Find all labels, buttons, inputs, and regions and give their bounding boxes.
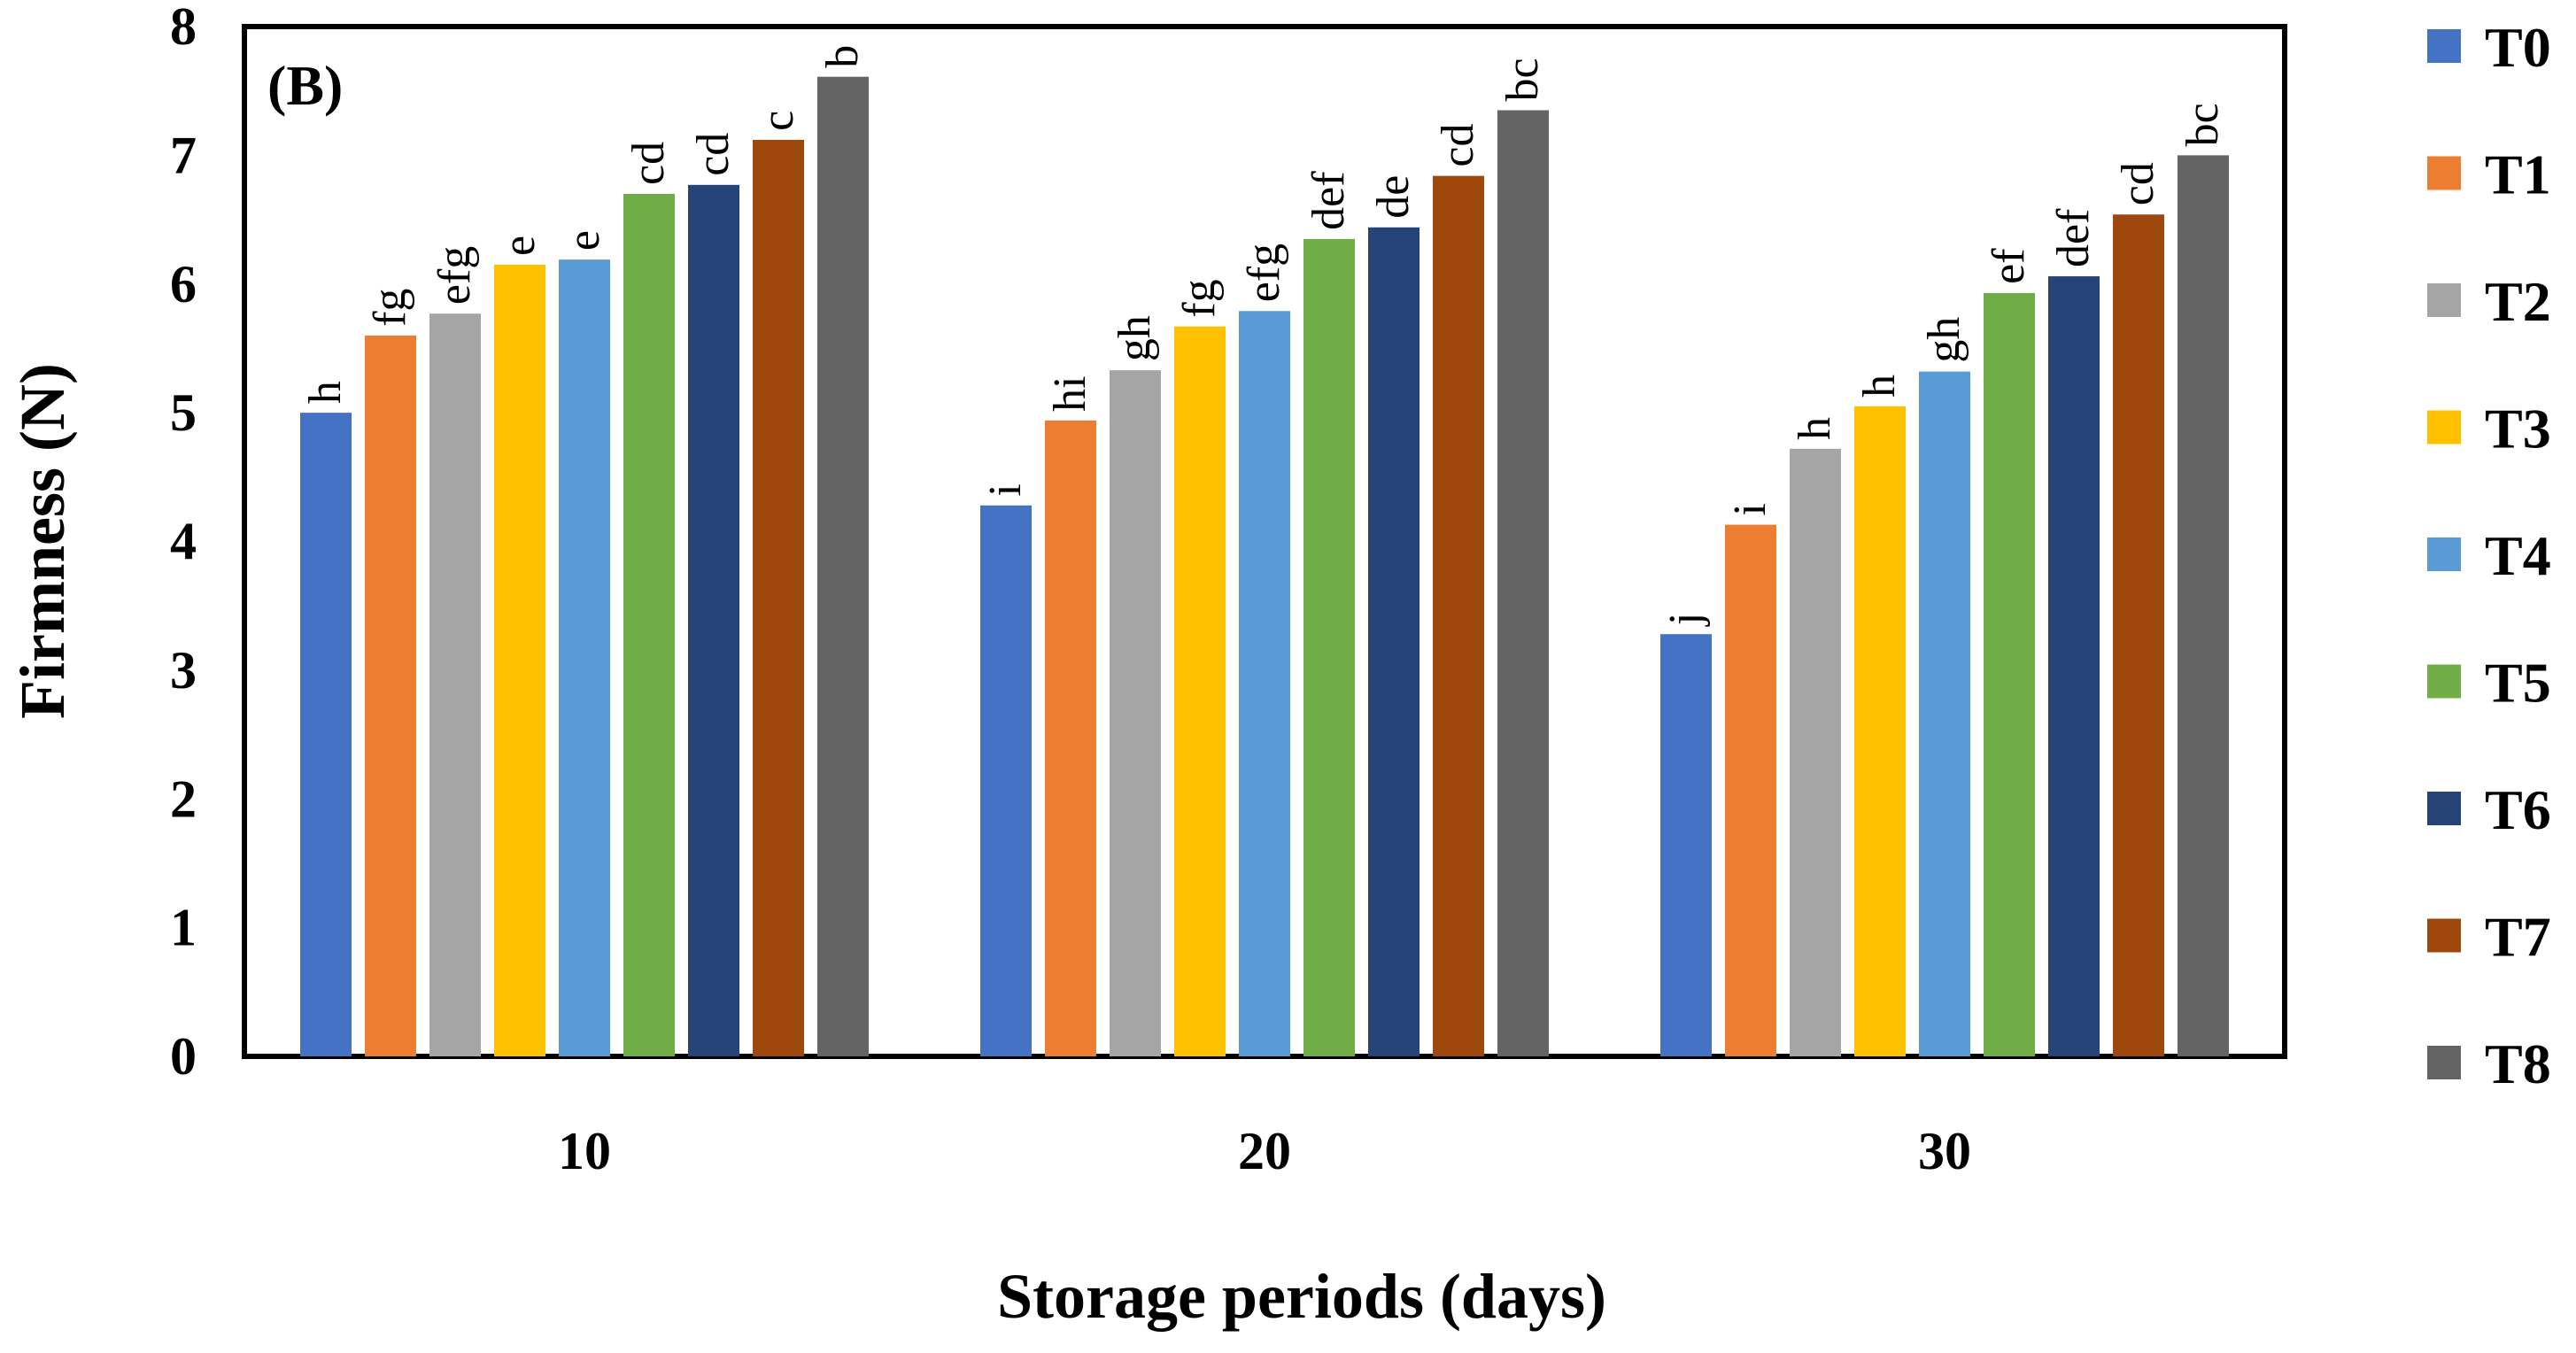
significance-letter: h [300,381,351,404]
legend-label-t6: T6 [2485,778,2551,841]
bar-t3-day-10 [494,264,545,1057]
significance-letter: hi [1045,375,1095,411]
bar-t1-day-20 [1045,420,1096,1056]
significance-letter: cd [2113,162,2163,205]
legend-label-t4: T4 [2485,524,2551,587]
legend-swatch-t1 [2427,156,2461,190]
significance-letter: ef [1984,248,2034,284]
significance-letter: i [1725,503,1775,515]
bar-groups [300,76,2229,1057]
significance-letter: e [494,236,545,256]
bar-t4-day-30 [1919,371,1970,1057]
bar-t0-day-10 [300,413,352,1056]
x-axis-title: Storage periods (days) [997,1261,1606,1332]
bar-t3-day-20 [1174,326,1226,1056]
legend-swatch-t6 [2427,792,2461,825]
significance-letter: bc [1497,58,1548,101]
y-tick-label: 8 [170,0,197,56]
panel-label: (B) [267,54,343,117]
significance-letter: fg [1174,279,1225,317]
significance-letter: cd [623,142,674,185]
legend-swatch-t4 [2427,537,2461,571]
bar-t2-day-30 [1790,448,1841,1057]
bar-t6-day-20 [1368,227,1420,1056]
significance-letter: def [1303,171,1354,230]
significance-letter: j [1660,613,1711,627]
bar-t0-day-30 [1660,634,1712,1056]
legend-label-t3: T3 [2485,398,2551,460]
legend-label-t8: T8 [2485,1032,2551,1095]
y-tick-label: 7 [170,126,197,184]
y-tick-label: 0 [170,1027,197,1086]
x-axis-ticks: 10 20 30 [558,1122,1971,1180]
legend-swatch-t0 [2427,29,2461,63]
bar-t4-day-20 [1239,311,1290,1056]
significance-letter: h [1854,375,1905,398]
bar-t5-day-20 [1303,238,1355,1056]
bar-t4-day-10 [559,259,610,1056]
bar-t1-day-30 [1725,524,1776,1056]
significance-letter: h [1790,417,1840,440]
bar-t5-day-10 [623,193,675,1057]
legend-label-t1: T1 [2485,143,2551,206]
y-axis-title: Firmness (N) [7,363,78,719]
x-tick-label: 20 [1238,1122,1291,1180]
legend-swatch-t7 [2427,918,2461,953]
bar-t7-day-20 [1433,175,1484,1056]
bar-t3-day-30 [1854,406,1906,1056]
significance-letter: def [2048,208,2099,267]
significance-letter: gh [1110,315,1160,361]
legend-swatch-t8 [2427,1046,2461,1079]
significance-letter: de [1368,175,1419,219]
legend: T0 T1 T2 T3 T4 T5 T6 T7 T8 [2427,16,2551,1095]
y-axis-ticks: 0 1 2 3 4 5 6 7 8 [170,0,197,1086]
legend-swatch-t5 [2427,664,2461,699]
legend-label-t2: T2 [2485,270,2551,333]
significance-letter: gh [1919,317,1969,363]
bar-t7-day-30 [2113,214,2164,1056]
y-tick-label: 6 [170,255,197,313]
bar-t7-day-10 [753,139,804,1057]
significance-letter: c [753,111,803,131]
bar-t6-day-30 [2048,276,2100,1057]
y-tick-label: 2 [170,769,197,828]
significance-letter: i [980,483,1031,496]
bar-t8-day-20 [1497,110,1549,1056]
legend-label-t7: T7 [2485,906,2551,969]
y-tick-label: 3 [170,641,197,700]
bar-t6-day-10 [688,184,739,1056]
y-tick-label: 1 [170,899,197,957]
legend-swatch-t3 [2427,410,2461,445]
significance-letter: cd [1433,124,1483,167]
legend-label-t5: T5 [2485,652,2551,715]
bar-t2-day-20 [1110,370,1161,1056]
significance-letter: efg [1239,244,1289,302]
legend-swatch-t2 [2427,283,2461,317]
bar-t0-day-20 [980,505,1032,1056]
bar-t2-day-10 [429,313,481,1056]
x-tick-label: 30 [1918,1122,1971,1180]
x-tick-label: 10 [558,1122,611,1180]
bar-t8-day-30 [2178,155,2229,1056]
significance-letter: bc [2178,103,2228,146]
significance-letter: efg [429,246,480,305]
significance-letter: e [559,230,609,251]
bar-t1-day-10 [365,335,416,1056]
significance-letter: cd [688,133,739,176]
significance-letter: b [817,45,868,68]
bar-t8-day-10 [817,76,869,1056]
y-tick-label: 5 [170,383,197,442]
y-tick-label: 4 [170,513,197,571]
bar-t5-day-30 [1984,292,2035,1056]
legend-label-t0: T0 [2485,16,2551,79]
significance-letter: fg [365,289,415,327]
